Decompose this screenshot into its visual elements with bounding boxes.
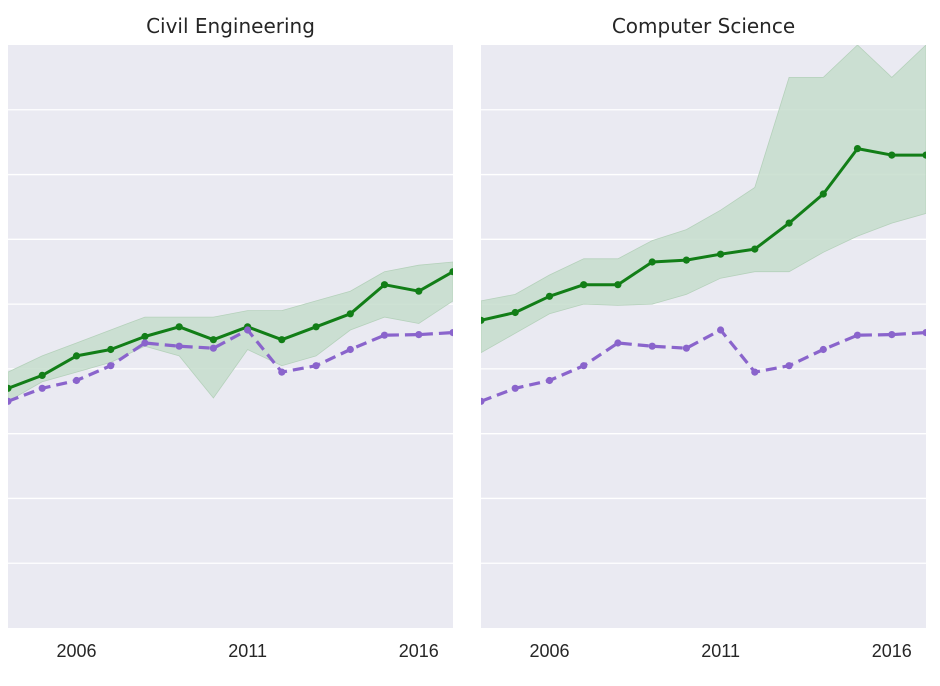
- x-tick-label: 2016: [399, 641, 439, 661]
- confidence-band-series-0: [481, 45, 926, 354]
- point-solid-series: [346, 310, 354, 318]
- panel-0: 2006 2011 2016: [8, 45, 453, 661]
- point-dashed-series: [107, 362, 115, 370]
- point-solid-series: [107, 345, 115, 354]
- x-tick-label: 2016: [872, 641, 912, 661]
- point-dashed-series: [580, 362, 588, 370]
- point-solid-series: [614, 281, 622, 289]
- series-line-dashed: [481, 328, 926, 403]
- point-solid-series: [545, 292, 554, 300]
- point-dashed-series: [141, 339, 149, 347]
- point-solid-series: [922, 151, 926, 159]
- point-solid-series: [785, 219, 793, 227]
- point-dashed-series: [72, 376, 81, 385]
- point-dashed-series: [312, 362, 320, 370]
- x-tick-label: 2006: [529, 641, 569, 661]
- point-solid-series: [415, 287, 423, 295]
- point-solid-series: [888, 151, 896, 159]
- series-line-dashed: [8, 328, 453, 403]
- point-solid-series: [312, 323, 320, 331]
- point-solid-series: [380, 281, 389, 289]
- series-line-solid: [481, 147, 926, 322]
- point-solid-series: [853, 145, 862, 153]
- point-solid-series: [511, 308, 519, 317]
- point-solid-series: [648, 258, 656, 266]
- point-dashed-series: [888, 331, 896, 339]
- point-dashed-series: [819, 345, 827, 354]
- x-tick-label: 2011: [701, 641, 740, 661]
- point-solid-series: [38, 371, 46, 379]
- point-solid-series: [72, 352, 81, 360]
- series-line-solid: [8, 270, 453, 390]
- x-tick-label: 2011: [228, 641, 267, 661]
- point-solid-series: [278, 336, 286, 344]
- point-solid-series: [717, 250, 725, 258]
- point-dashed-series: [380, 331, 389, 339]
- point-dashed-series: [415, 331, 423, 339]
- point-solid-series: [481, 316, 485, 324]
- point-dashed-series: [8, 397, 12, 405]
- plot-area: [8, 261, 453, 405]
- point-dashed-series: [209, 344, 217, 352]
- point-dashed-series: [682, 344, 691, 352]
- point-solid-series: [8, 384, 12, 392]
- point-dashed-series: [481, 397, 485, 405]
- point-dashed-series: [922, 329, 926, 337]
- point-dashed-series: [38, 384, 46, 392]
- point-dashed-series: [785, 362, 793, 370]
- point-solid-series: [209, 336, 217, 344]
- point-dashed-series: [278, 368, 286, 376]
- point-dashed-series: [751, 368, 759, 376]
- point-dashed-series: [853, 331, 862, 339]
- point-dashed-series: [648, 342, 656, 350]
- panel-title-civil-engineering: Civil Engineering: [146, 14, 315, 38]
- point-solid-series: [175, 323, 183, 331]
- point-solid-series: [751, 245, 759, 253]
- panel-1: 2006 2011 2016: [481, 45, 926, 661]
- point-dashed-series: [244, 326, 252, 334]
- point-solid-series: [449, 268, 453, 276]
- point-dashed-series: [614, 339, 622, 347]
- panel-title-computer-science: Computer Science: [611, 14, 796, 38]
- point-solid-series: [580, 281, 588, 289]
- point-solid-series: [141, 332, 149, 341]
- point-solid-series: [682, 256, 691, 264]
- point-dashed-series: [717, 326, 725, 334]
- point-dashed-series: [449, 329, 453, 337]
- point-dashed-series: [175, 342, 183, 350]
- point-dashed-series: [346, 345, 354, 354]
- point-dashed-series: [545, 376, 554, 385]
- x-tick-label: 2006: [56, 641, 96, 661]
- plot-area: [481, 45, 926, 405]
- point-dashed-series: [511, 384, 519, 392]
- point-solid-series: [819, 190, 827, 198]
